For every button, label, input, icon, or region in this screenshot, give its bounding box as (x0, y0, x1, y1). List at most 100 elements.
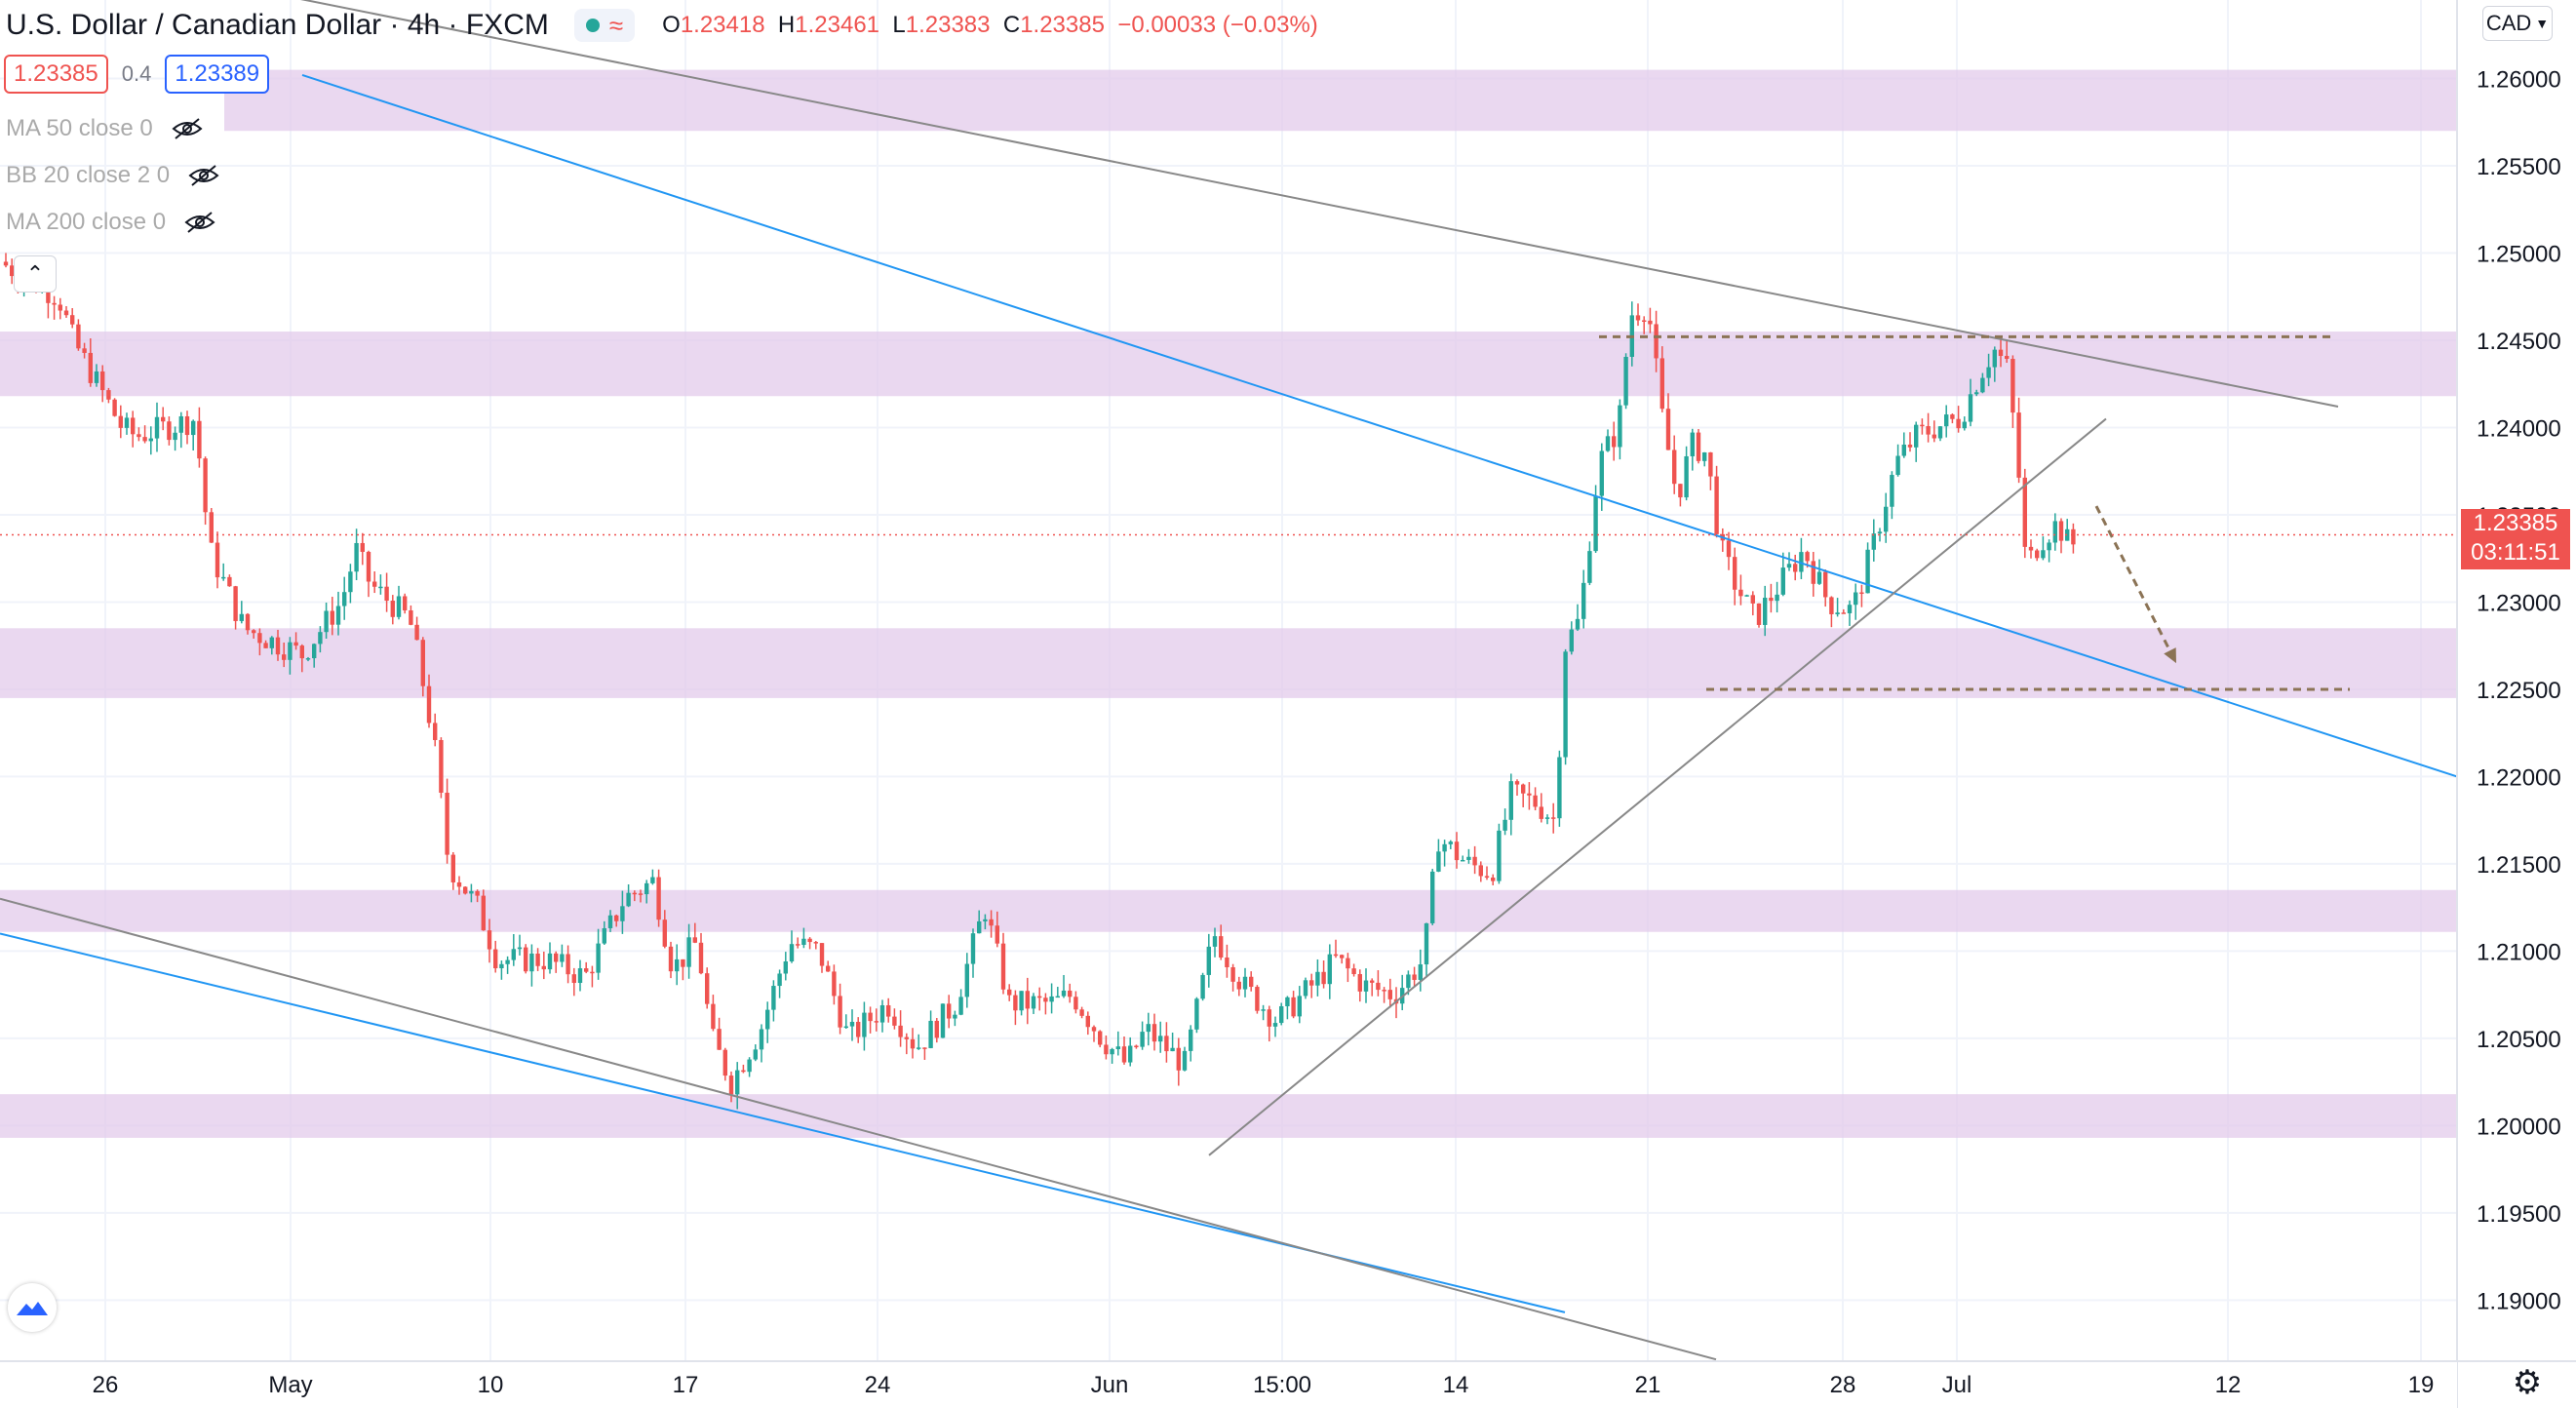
candle-body (796, 944, 800, 946)
candle-body (148, 438, 153, 442)
trendline-channel-upper (301, 74, 2458, 778)
candle-body (178, 415, 183, 433)
candle-body (2052, 521, 2057, 543)
candle-body (131, 417, 136, 435)
candle-body (3, 261, 9, 266)
candle-body (1321, 971, 1326, 985)
candle-body (970, 933, 976, 964)
candle-body (1412, 974, 1417, 980)
collapse-legend-button[interactable]: ⌃ (14, 255, 57, 293)
candle-body (995, 925, 999, 944)
candle-body (1370, 980, 1375, 983)
candle-body (414, 624, 419, 641)
candle-body (161, 416, 166, 422)
indicator-ma200[interactable]: MA 200 close 0 (6, 209, 216, 236)
candle-body (469, 890, 474, 894)
y-tick-label: 1.19000 (2477, 1288, 2561, 1314)
candle-body (426, 685, 432, 724)
x-tick-label: 19 (2408, 1372, 2435, 1398)
x-tick-label: 28 (1830, 1372, 1856, 1398)
candle-body (1569, 629, 1574, 652)
candle-body (372, 581, 377, 587)
candle-body (203, 458, 208, 513)
candle-body (1079, 1009, 1084, 1016)
candle-body (1544, 817, 1550, 819)
candle-body (1351, 968, 1356, 975)
candle-body (58, 304, 62, 311)
candle-body (1521, 784, 1526, 794)
candle-body (1890, 475, 1894, 507)
candle-body (106, 390, 111, 400)
candle-body (439, 739, 444, 793)
candle-body (1533, 795, 1538, 807)
symbol-title[interactable]: U.S. Dollar / Canadian Dollar · 4h · FXC… (6, 9, 549, 41)
indicator-bb20[interactable]: BB 20 close 2 0 (6, 162, 220, 189)
candle-body (1920, 424, 1925, 427)
candle-body (390, 601, 395, 617)
candle-body (10, 265, 15, 277)
candle-body (1182, 1050, 1188, 1071)
candle-body (928, 1020, 933, 1048)
candle-body (947, 1003, 952, 1019)
indicator-ma50[interactable]: MA 50 close 0 (6, 115, 204, 142)
currency-selector[interactable]: CAD ▼ (2482, 6, 2553, 41)
tradingview-logo-icon[interactable] (8, 1283, 57, 1332)
candle-body (312, 644, 317, 659)
candle-body (1225, 957, 1229, 967)
candle-body (783, 960, 788, 974)
supply-demand-zone (0, 628, 2457, 698)
candle-body (849, 1021, 855, 1027)
eye-crossed-icon[interactable] (187, 164, 220, 187)
candle-body (215, 542, 220, 578)
trendline-gray-rising (1208, 417, 2107, 1156)
candle-body (1346, 958, 1350, 969)
candle-body (1998, 349, 2004, 357)
candle-body (1303, 980, 1308, 997)
candle-body (529, 953, 534, 972)
gear-icon[interactable]: ⚙ (2512, 1364, 2543, 1401)
eye-crossed-icon[interactable] (183, 211, 216, 234)
candle-body (1291, 997, 1296, 1017)
trendline-gray-lower (0, 897, 1717, 1361)
candle-body (728, 1076, 734, 1095)
buy-button[interactable]: 1.23389 (165, 55, 270, 94)
candle-body (741, 1070, 746, 1073)
x-tick-label: 14 (1443, 1372, 1469, 1398)
candle-body (1563, 651, 1568, 758)
candle-body (1219, 936, 1224, 958)
y-tick-label: 1.24500 (2477, 329, 2561, 355)
candle-body (922, 1047, 927, 1049)
candle-body (112, 399, 117, 416)
candle-body (1859, 592, 1864, 595)
candle-body (1593, 495, 1598, 552)
candle-body (1642, 320, 1647, 322)
candle-body (233, 586, 238, 621)
candle-body (342, 592, 347, 606)
candle-body (1267, 1009, 1271, 1027)
chevron-up-icon: ⌃ (25, 261, 45, 286)
candle-body (1884, 506, 1889, 532)
y-tick-label: 1.21500 (2477, 852, 2561, 879)
candle-body (269, 637, 274, 648)
x-tick-label: 10 (478, 1372, 504, 1398)
eye-crossed-icon[interactable] (171, 117, 204, 140)
candle-body (1980, 377, 1985, 393)
candle-body (221, 576, 226, 579)
sell-button[interactable]: 1.23385 (4, 55, 108, 94)
candle-body (142, 437, 147, 442)
candle-body (1672, 450, 1677, 485)
candle-body (705, 973, 710, 1004)
market-status-pill[interactable]: ≈ (573, 9, 636, 42)
candle-body (1587, 551, 1592, 583)
candle-body (1907, 444, 1913, 448)
candle-body (681, 958, 685, 967)
candle-body (100, 371, 105, 391)
candle-body (1557, 757, 1562, 819)
candle-body (191, 420, 196, 436)
candle-body (1612, 436, 1617, 448)
candle-body (620, 906, 625, 921)
candle-body (2035, 550, 2040, 559)
candle-body (82, 348, 87, 353)
candle-body (656, 877, 661, 920)
